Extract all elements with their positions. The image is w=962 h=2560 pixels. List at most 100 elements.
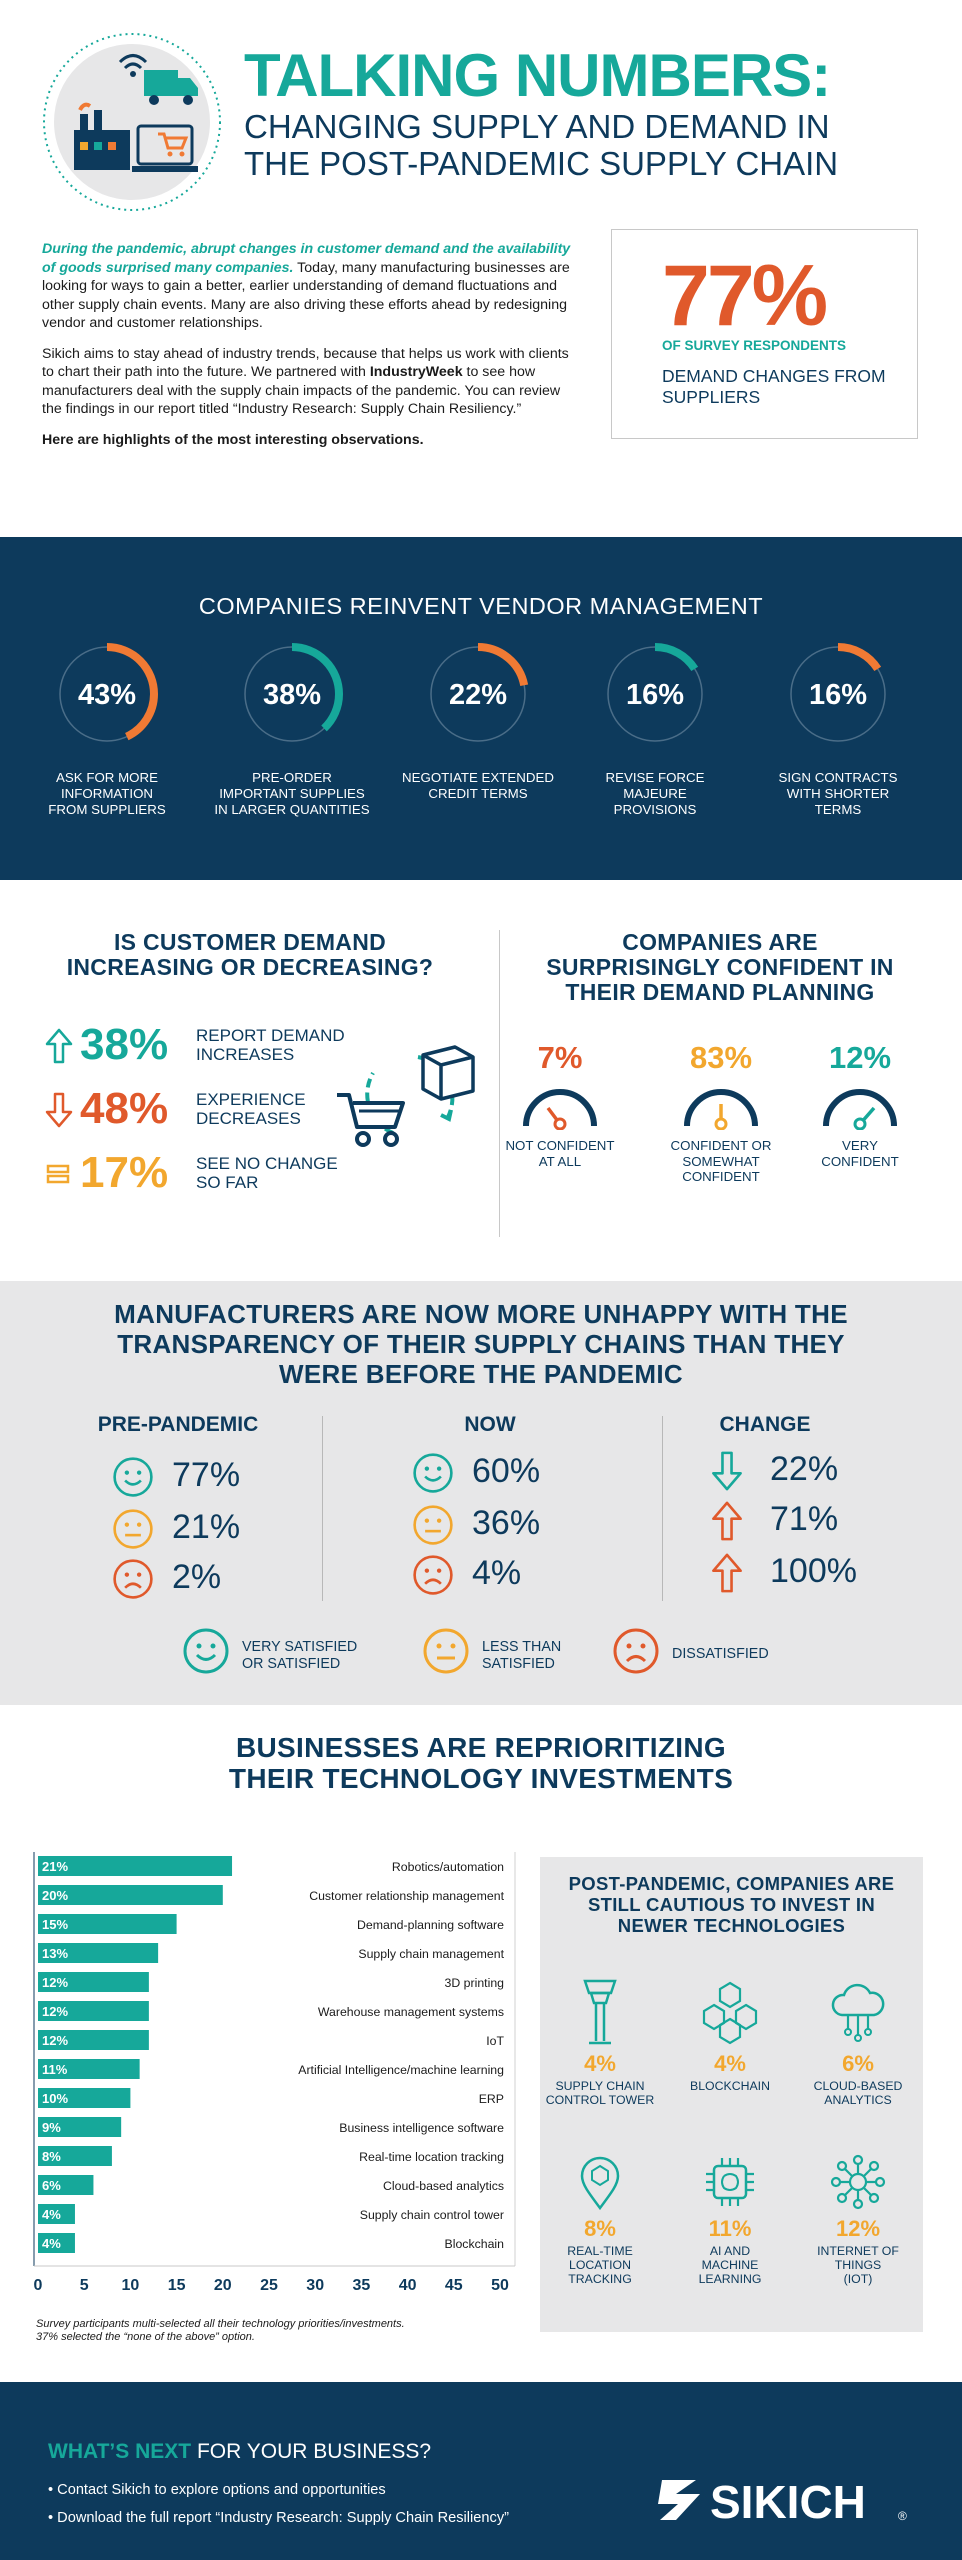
- bar: [38, 2233, 75, 2253]
- vendor-gauge-label: NEGOTIATE EXTENDED CREDIT TERMS: [398, 770, 558, 802]
- demand-decrease-pct: 48%: [80, 1084, 169, 1133]
- gauge-arc: [787, 643, 889, 745]
- happy-face-icon: [113, 1457, 153, 1497]
- ai-ml-label: AI AND MACHINE LEARNING: [670, 2244, 790, 2286]
- footer-title: WHAT’S NEXT FOR YOUR BUSINESS?: [48, 2440, 431, 2464]
- demand-no-change-label: SEE NO CHANGE SO FAR: [196, 1154, 396, 1192]
- x-tick-label: 30: [306, 2277, 324, 2294]
- demand-divider: [499, 930, 500, 1237]
- bar: [38, 2146, 112, 2166]
- control-tower-label-l2: CONTROL TOWER: [545, 2093, 655, 2107]
- footer-download-link[interactable]: • Download the full report “Industry Res…: [48, 2510, 509, 2526]
- gauge-mid-icon: [684, 1089, 758, 1130]
- bar-value-label: 21%: [42, 1859, 68, 1874]
- pre-value: 2%: [172, 1558, 222, 1596]
- confidence-not-label-l1: NOT CONFIDENT: [505, 1138, 615, 1153]
- confidence-very-label: VERY CONFIDENT: [795, 1138, 925, 1169]
- blockchain-pct: 4%: [714, 2051, 746, 2076]
- bar: [38, 2059, 140, 2079]
- location-tracking-label-l2: LOCATION: [569, 2258, 631, 2272]
- confidence-somewhat-label-l3: CONFIDENT: [682, 1169, 760, 1184]
- change-value: 22%: [770, 1450, 839, 1488]
- vendor-gauge-ring: 22%: [427, 643, 529, 745]
- tech-blockchain: 4% BLOCKCHAIN: [670, 1975, 790, 2093]
- vendor-gauge-label: REVISE FORCE MAJEURE PROVISIONS: [575, 770, 735, 818]
- tech-location-tracking: 8% REAL-TIME LOCATION TRACKING: [540, 2152, 660, 2286]
- demand-decrease-label-l2: DECREASES: [196, 1109, 301, 1128]
- pre-pandemic-heading: PRE-PANDEMIC: [97, 1413, 259, 1436]
- iot-label-l3: (IOT): [843, 2272, 873, 2286]
- cautious-title-line-3: NEWER TECHNOLOGIES: [617, 1915, 846, 1936]
- location-tracking-pct: 8%: [584, 2216, 616, 2241]
- gauge-label-line: WITH SHORTER: [786, 786, 890, 801]
- supply-chain-hero-icon: [43, 33, 221, 211]
- intro-closing: Here are highlights of the most interest…: [42, 431, 572, 450]
- confidence-very-label-l2: CONFIDENT: [821, 1153, 899, 1169]
- x-tick-label: 45: [445, 2277, 463, 2294]
- bar-value-label: 10%: [42, 2091, 68, 2106]
- bar: [38, 2175, 94, 2195]
- bar-value-label: 12%: [42, 2004, 68, 2019]
- bar-category-label: Business intelligence software: [339, 2121, 504, 2135]
- legend-less-satisfied-l1: LESS THAN: [482, 1639, 562, 1655]
- gauge-high-icon: [823, 1089, 897, 1130]
- x-tick-label: 15: [168, 2277, 186, 2294]
- vendor-gauge-ring: 43%: [56, 643, 158, 745]
- gauge-label-line: PRE-ORDER: [252, 770, 332, 785]
- iot-label: INTERNET OF THINGS (IOT): [798, 2244, 918, 2286]
- intro-closing-text: Here are highlights of the most interest…: [42, 431, 424, 448]
- tech-cloud-analytics: 6% CLOUD-BASED ANALYTICS: [798, 1975, 918, 2107]
- bar-value-label: 8%: [42, 2149, 61, 2164]
- vendor-gauge-ring: 16%: [604, 643, 706, 745]
- sikich-logo[interactable]: SIKICH ®: [658, 2470, 918, 2530]
- gauge-label-line: MAJEURE: [623, 786, 687, 801]
- x-tick-label: 25: [260, 2277, 278, 2294]
- ai-ml-label-l3: LEARNING: [698, 2272, 762, 2286]
- gauge-low-icon: [523, 1089, 597, 1130]
- gauge-arc: [241, 643, 343, 745]
- confidence-not-pct: 7%: [537, 1040, 583, 1075]
- demand-title: IS CUSTOMER DEMAND INCREASING OR DECREAS…: [30, 930, 470, 980]
- chart-footnote-l2: 37% selected the “none of the above” opt…: [36, 2331, 255, 2343]
- stat-subtitle: OF SURVEY RESPONDENTS: [662, 338, 847, 353]
- legend-satisfied-label: VERY SATISFIED OR SATISFIED: [242, 1639, 382, 1672]
- page-title: TALKING NUMBERS:: [244, 42, 831, 109]
- x-tick-label: 5: [80, 2277, 89, 2294]
- tech-ai-ml: 11% AI AND MACHINE LEARNING: [670, 2152, 790, 2286]
- footer-contact-link[interactable]: • Contact Sikich to explore options and …: [48, 2482, 386, 2498]
- bar-category-label: 3D printing: [445, 1976, 505, 1990]
- confidence-title-line-2: SURPRISINGLY CONFIDENT IN: [546, 954, 894, 980]
- legend-dissatisfied-label: DISSATISFIED: [672, 1646, 812, 1663]
- arrow-up-icon: [45, 1028, 73, 1064]
- gauge-label-line: SIGN CONTRACTS: [778, 770, 898, 785]
- confidence-title-line-1: COMPANIES ARE: [622, 929, 818, 955]
- location-icon: [580, 2156, 620, 2211]
- vendor-gauge: 22% NEGOTIATE EXTENDED CREDIT TERMS: [398, 642, 558, 802]
- demand-increase-label-l2: INCREASES: [196, 1045, 295, 1064]
- bar-category-label: Demand-planning software: [357, 1918, 504, 1932]
- demand-section: IS CUSTOMER DEMAND INCREASING OR DECREAS…: [0, 880, 962, 1280]
- arrow-up-icon: [712, 1553, 742, 1593]
- neutral-face-icon: [423, 1628, 469, 1674]
- vendor-gauge: 38% PRE-ORDER IMPORTANT SUPPLIES IN LARGER …: [212, 642, 372, 818]
- gauge-label-line: NEGOTIATE EXTENDED: [402, 770, 554, 785]
- gauge-label-line: FROM SUPPLIERS: [48, 802, 166, 817]
- bar-category-label: Supply chain management: [358, 1947, 504, 1961]
- bar-value-label: 15%: [42, 1917, 68, 1932]
- demand-title-line-1: IS CUSTOMER DEMAND: [113, 929, 387, 955]
- confidence-very: 12% VERY CONFIDENT: [795, 1040, 925, 1169]
- iot-label-l2: THINGS: [834, 2258, 882, 2272]
- bar: [38, 1856, 233, 1876]
- subtitle-line-2: THE POST-PANDEMIC SUPPLY CHAIN: [244, 145, 839, 182]
- gauge-label-line: IN LARGER QUANTITIES: [214, 802, 370, 817]
- intro-paragraph-2: Sikich aims to stay ahead of industry tr…: [42, 345, 572, 419]
- gauge-value: 43%: [78, 679, 136, 711]
- subtitle-line-1: CHANGING SUPPLY AND DEMAND IN: [244, 108, 830, 145]
- tech-bar-chart: 21% Robotics/automation 20% Customer relati…: [30, 1848, 530, 2348]
- cloud-icon: [831, 1983, 885, 2042]
- sikich-logo-mark: [658, 2480, 700, 2520]
- transparency-section: MANUFACTURERS ARE NOW MORE UNHAPPY WITH …: [0, 1281, 962, 1705]
- cloud-analytics-pct: 6%: [842, 2051, 874, 2076]
- bar: [38, 2001, 149, 2021]
- location-tracking-label: REAL-TIME LOCATION TRACKING: [540, 2244, 660, 2286]
